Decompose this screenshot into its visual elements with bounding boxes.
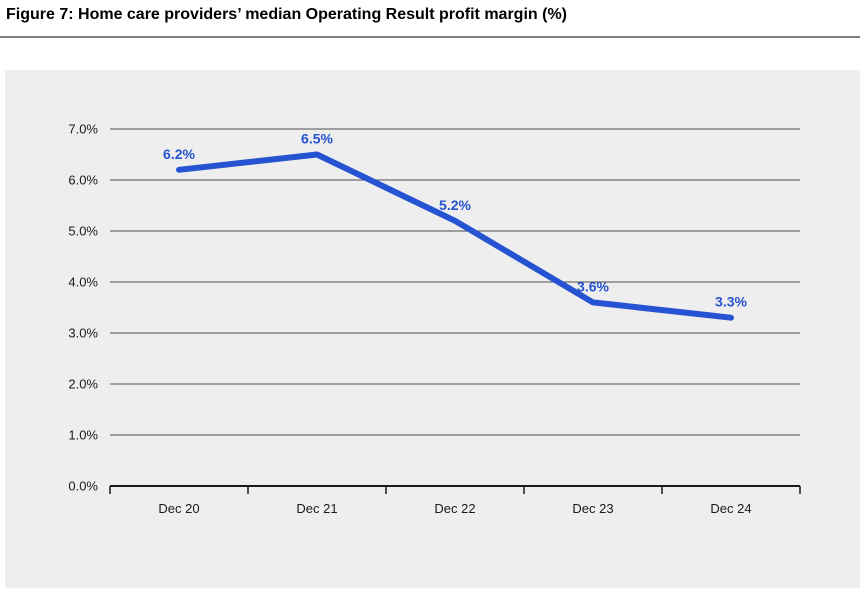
y-axis-tick-label: 0.0% (68, 479, 98, 494)
data-label: 6.5% (301, 131, 333, 147)
data-label: 6.2% (163, 146, 195, 162)
y-axis-tick-label: 7.0% (68, 122, 98, 137)
x-axis-tick-label: Dec 22 (434, 501, 475, 516)
title-rule (0, 36, 860, 38)
figure-title: Figure 7: Home care providers’ median Op… (6, 6, 567, 23)
y-axis-tick-label: 4.0% (68, 275, 98, 290)
y-axis-tick-label: 3.0% (68, 326, 98, 341)
x-axis-tick-label: Dec 21 (296, 501, 337, 516)
data-label: 3.3% (715, 294, 747, 310)
x-axis-tick-label: Dec 24 (710, 501, 751, 516)
chart-panel: 0.0% 1.0% 2.0% 3.0% 4.0% 5.0% 6.0% 7.0% Dec 20 De… (5, 70, 860, 588)
line-chart: 0.0% 1.0% 2.0% 3.0% 4.0% 5.0% 6.0% 7.0% Dec 20 De… (68, 122, 801, 516)
data-label: 3.6% (577, 278, 609, 294)
y-axis-tick-label: 2.0% (68, 377, 98, 392)
x-axis-tick-label: Dec 23 (572, 501, 613, 516)
y-axis-tick-label: 1.0% (68, 428, 98, 443)
series-line (176, 151, 734, 321)
data-label: 5.2% (439, 197, 471, 213)
x-axis-tick-label: Dec 20 (158, 501, 199, 516)
y-axis-tick-label: 6.0% (68, 173, 98, 188)
y-axis-tick-label: 5.0% (68, 224, 98, 239)
